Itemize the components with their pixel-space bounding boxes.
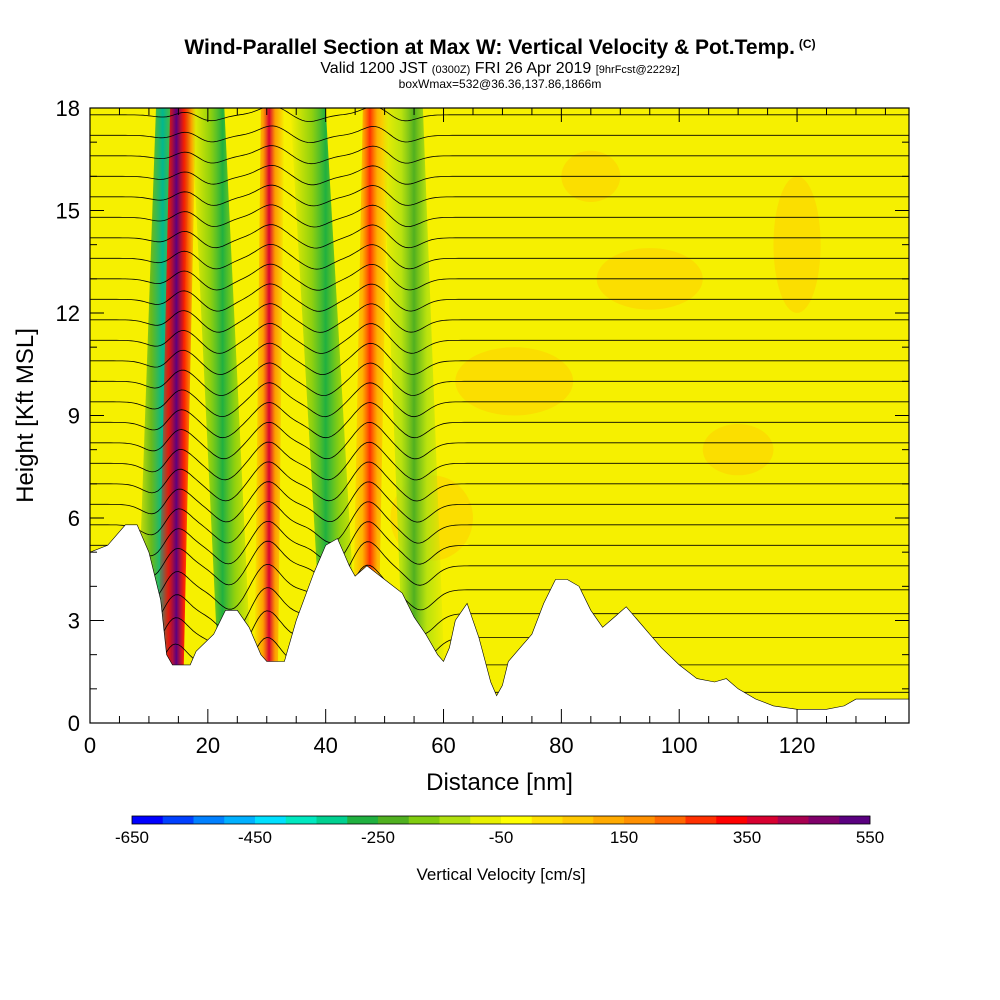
- x-tick-label: 0: [84, 733, 96, 758]
- colorbar-swatch: [562, 816, 594, 824]
- colorbar-swatch: [162, 816, 194, 824]
- y-tick-label: 3: [68, 609, 80, 634]
- colorbar-swatch: [716, 816, 748, 824]
- colorbar-swatch: [439, 816, 471, 824]
- downdraft-band: [191, 108, 254, 723]
- theta-contour-line: [90, 421, 909, 460]
- colorbar-swatch: [593, 816, 625, 824]
- theta-contour-line: [90, 204, 909, 228]
- theta-contour-line: [90, 441, 909, 481]
- colorbar-swatch: [132, 816, 164, 824]
- colorbar-swatch: [501, 816, 533, 824]
- colorbar-swatch: [747, 816, 779, 824]
- plot-area: [90, 108, 909, 723]
- theta-contour-line: [90, 521, 909, 565]
- chart-subtitle: Valid 1200 JST (0300Z) FRI 26 Apr 2019 […: [320, 60, 680, 77]
- colorbar-swatch: [224, 816, 256, 824]
- colorbar-swatch: [347, 816, 379, 824]
- chart-subtitle-2: boxWmax=532@36.36,137.86,1866m: [398, 77, 602, 91]
- theta-contour-line: [90, 563, 909, 611]
- theta-contour-line: [90, 322, 909, 354]
- x-tick-label: 20: [196, 733, 220, 758]
- theta-contour-line: [90, 402, 909, 439]
- colorbar-swatch: [316, 816, 348, 824]
- colorbar: -650 -450 -250 -50 150 350 550 Vertical Velocit…: [115, 815, 884, 884]
- colorbar-tick-label: -50: [489, 828, 514, 847]
- colorbar-swatch: [654, 816, 686, 824]
- axes: 0 20 40 60 80 100 120 0 3 6 9 12 15 18: [56, 96, 909, 758]
- colorbar-tick-label: -650: [115, 828, 149, 847]
- theta-contour-line: [90, 184, 909, 207]
- theta-contour-line: [90, 108, 909, 122]
- theta-contour-line: [90, 382, 909, 418]
- theta-contour-line: [90, 283, 909, 312]
- colorbar-tick-label: 550: [856, 828, 884, 847]
- theta-contour-line: [90, 481, 909, 523]
- colorbar-frame: [131, 815, 871, 825]
- x-tick-label: 40: [313, 733, 337, 758]
- colorbar-swatch: [193, 816, 225, 824]
- colorbar-swatch: [685, 816, 717, 824]
- colorbar-tick-label: -450: [238, 828, 272, 847]
- colorbar-swatch: [839, 816, 871, 824]
- title-mark: (C): [798, 37, 816, 51]
- updraft-band: [253, 108, 285, 723]
- x-axis-title: Distance [nm]: [426, 769, 573, 796]
- theta-contour-line: [90, 540, 909, 586]
- colorbar-swatch: [624, 816, 656, 824]
- colorbar-swatch: [408, 816, 440, 824]
- theta-contour-line: [90, 303, 909, 333]
- colorbar-swatch: [470, 816, 502, 824]
- colorbar-swatch: [378, 816, 410, 824]
- chart-title: Wind-Parallel Section at Max W: Vertical…: [184, 36, 816, 59]
- y-axis-title: Height [Kft MSL]: [12, 328, 39, 503]
- colorbar-title: Vertical Velocity [cm/s]: [416, 865, 585, 884]
- x-tick-label: 80: [549, 733, 573, 758]
- downdraft-band: [381, 108, 447, 723]
- y-tick-label: 0: [68, 711, 80, 736]
- theta-contour-line: [90, 125, 909, 144]
- y-tick-label: 12: [56, 301, 80, 326]
- theta-contour-line: [90, 164, 909, 186]
- y-tick-label: 18: [56, 96, 80, 121]
- theta-contour-line: [90, 362, 909, 397]
- theta-contour-line: [90, 461, 909, 502]
- terrain-mask: [90, 524, 909, 723]
- y-tick-label: 6: [68, 506, 80, 531]
- y-tick-label: 9: [68, 404, 80, 429]
- y-tick-label: 15: [56, 199, 80, 224]
- theta-contour-line: [90, 263, 909, 291]
- theta-contour-line: [90, 342, 909, 376]
- theta-contour-line: [90, 145, 909, 165]
- theta-contour-line: [90, 224, 909, 249]
- colorbar-swatch: [777, 816, 809, 824]
- x-tick-label: 60: [431, 733, 455, 758]
- x-tick-label: 100: [661, 733, 698, 758]
- theta-contour-line: [90, 501, 909, 544]
- colorbar-tick-label: 150: [610, 828, 638, 847]
- colorbar-swatch: [255, 816, 287, 824]
- colorbar-swatch: [808, 816, 840, 824]
- colorbar-swatch: [285, 816, 317, 824]
- theta-contour-line: [90, 243, 909, 270]
- x-tick-label: 120: [779, 733, 816, 758]
- colorbar-tick-label: -250: [361, 828, 395, 847]
- updraft-band: [156, 108, 197, 723]
- colorbar-tick-label: 350: [733, 828, 761, 847]
- weak-updraft-patch: [702, 424, 774, 476]
- colorbar-swatch: [531, 816, 563, 824]
- updraft-band: [351, 108, 389, 723]
